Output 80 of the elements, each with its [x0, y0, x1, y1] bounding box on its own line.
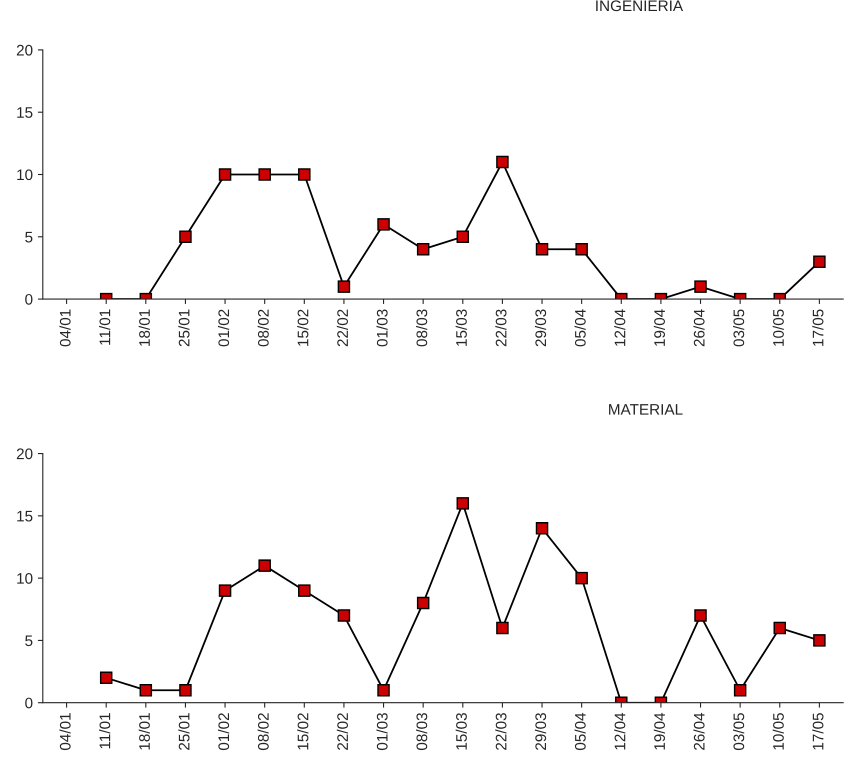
x-tick-label: 12/04 — [614, 309, 626, 346]
point — [496, 622, 509, 634]
x-tick-label: 15/02 — [297, 310, 308, 346]
point — [140, 684, 152, 697]
point — [536, 243, 548, 256]
x-tick-label: 08/02 — [258, 713, 269, 750]
x-tick-label: 26/04 — [693, 309, 705, 346]
x-tick-label: 22/03 — [495, 309, 507, 346]
x-tick-label: 08/03 — [416, 309, 428, 346]
point — [298, 168, 311, 181]
x-tick-label: 15/03 — [456, 309, 467, 346]
x-tick-label: 17/05 — [812, 309, 824, 346]
point — [377, 684, 390, 697]
x-tick-label: 19/04 — [654, 712, 665, 750]
y-tick-label: 10 — [17, 573, 32, 584]
point — [496, 156, 509, 168]
y-tick-label: 5 — [25, 232, 32, 242]
point — [694, 609, 707, 622]
x-tick-label: 19/04 — [654, 309, 665, 346]
point — [813, 255, 826, 268]
x-tick-label: 11/01 — [99, 713, 110, 748]
x-tick-label: 10/05 — [772, 713, 784, 750]
point — [179, 684, 192, 697]
y-tick-label: 5 — [25, 635, 32, 646]
point — [338, 609, 350, 622]
x-tick-label: 22/02 — [336, 310, 348, 346]
point — [100, 672, 112, 684]
x-tick-label: 29/03 — [534, 309, 546, 346]
y-tick-label: 20 — [16, 448, 32, 460]
x-tick-label: 17/05 — [812, 713, 824, 750]
point — [456, 230, 470, 244]
x-tick-label: 05/04 — [574, 712, 586, 750]
x-tick-label: 25/01 — [178, 310, 190, 346]
x-tick-label: 10/05 — [772, 309, 784, 346]
x-tick-label: 01/02 — [218, 713, 230, 750]
point — [536, 522, 548, 535]
x-tick-label: 18/01 — [138, 713, 150, 750]
point — [218, 584, 232, 597]
y-tick-label: 15 — [17, 510, 32, 522]
x-tick-label: 04/01 — [59, 713, 71, 750]
point — [298, 584, 311, 597]
point — [813, 634, 826, 647]
x-tick-label: 22/02 — [336, 713, 348, 750]
x-tick-label: 01/03 — [376, 713, 388, 750]
x-tick-label: 08/03 — [416, 713, 428, 750]
x-tick-label: 08/02 — [258, 310, 269, 346]
x-tick-label: 11/01 — [99, 310, 110, 345]
y-tick-label: 0 — [25, 698, 32, 708]
point — [456, 497, 470, 510]
x-tick-label: 15/03 — [456, 713, 467, 750]
x-tick-label: 26/04 — [693, 712, 705, 750]
x-tick-label: 18/01 — [138, 310, 150, 346]
x-tick-label: 03/05 — [733, 713, 744, 750]
x-tick-label: 15/02 — [297, 713, 308, 750]
point — [575, 243, 588, 256]
point — [218, 168, 232, 181]
y-tick-label: 0 — [25, 294, 32, 305]
x-tick-label: 22/03 — [495, 713, 507, 750]
point — [377, 218, 390, 231]
point — [575, 572, 588, 584]
y-tick-label: 10 — [17, 169, 32, 180]
x-tick-label: 01/02 — [218, 310, 230, 346]
x-tick-label: 05/04 — [574, 309, 586, 346]
y-tick-label: 15 — [17, 107, 32, 118]
point — [734, 684, 746, 697]
x-tick-label: 25/01 — [178, 713, 190, 750]
x-tick-label: 29/03 — [534, 713, 546, 750]
x-tick-label: 03/05 — [733, 309, 744, 346]
point — [774, 622, 786, 634]
point — [416, 596, 430, 610]
point — [258, 559, 271, 572]
point — [179, 230, 192, 244]
x-tick-label: 04/01 — [59, 310, 71, 346]
x-tick-label: 12/04 — [614, 712, 626, 750]
chart-title: INGENIERIA — [596, 0, 684, 12]
point — [258, 168, 271, 181]
chart-title: MATERIAL — [609, 404, 683, 415]
y-tick-label: 20 — [16, 44, 32, 56]
point — [416, 243, 430, 256]
x-tick-label: 01/03 — [376, 309, 388, 346]
